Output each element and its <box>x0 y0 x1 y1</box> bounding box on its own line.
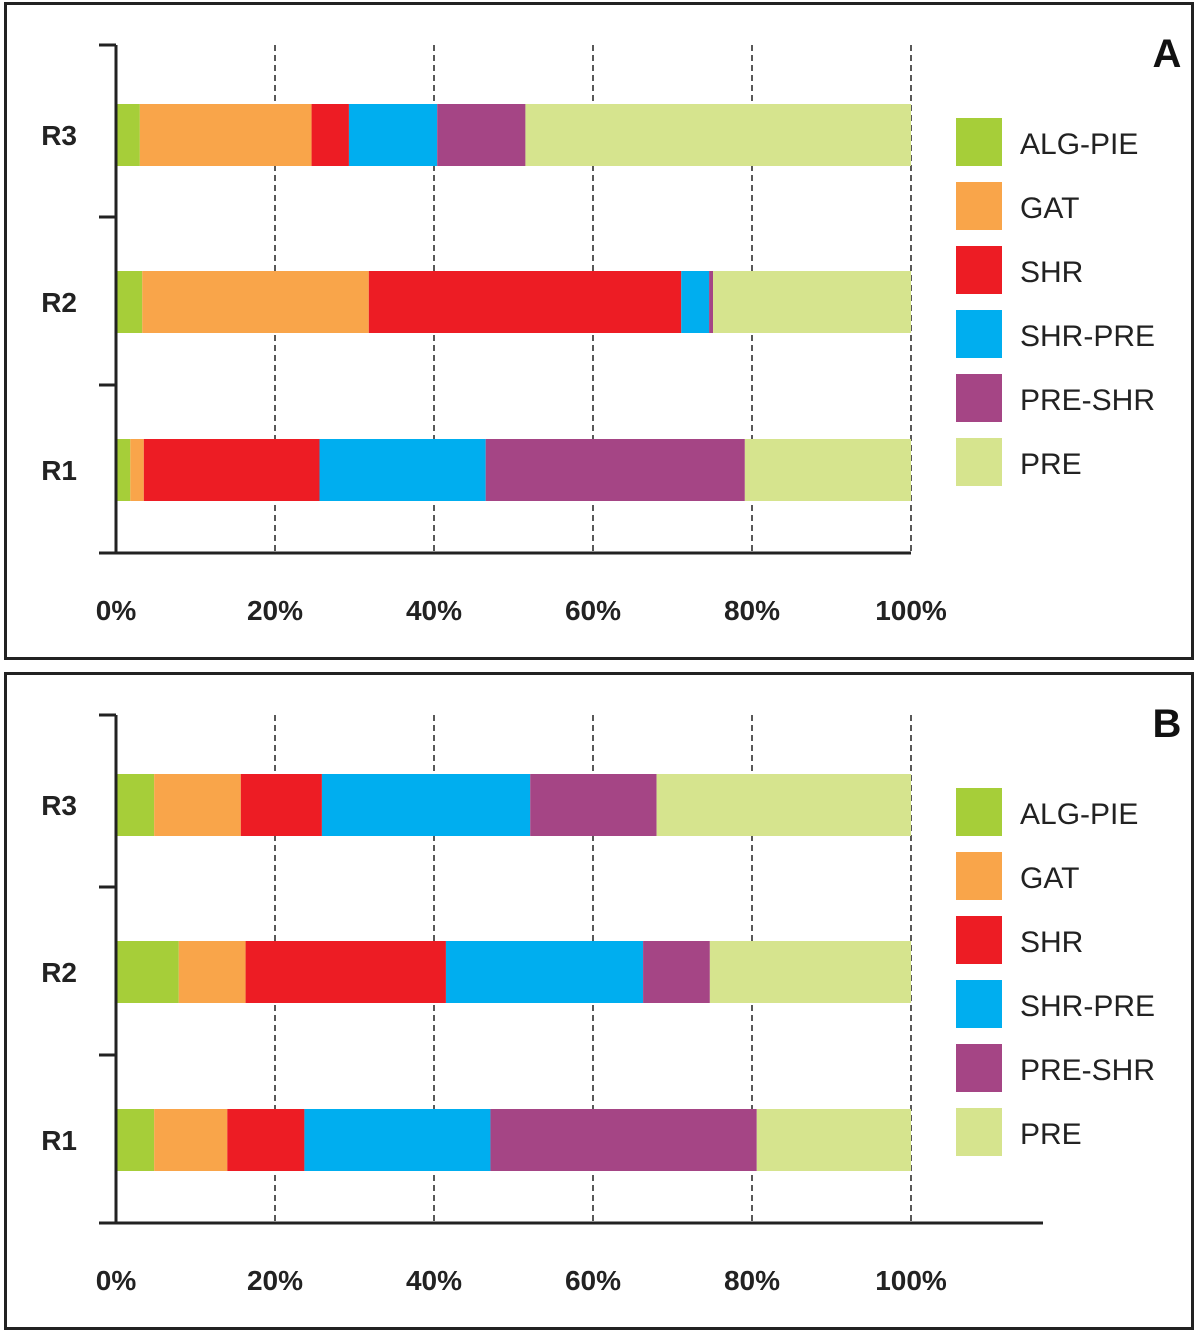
bar-b-r1-shr-pre <box>304 1109 491 1171</box>
legend-swatch-b-shr <box>956 916 1002 964</box>
bar-a-r1-gat <box>130 439 144 501</box>
legend-label-b-pre-shr: PRE-SHR <box>1020 1054 1155 1087</box>
bar-b-r2-pre <box>709 941 911 1003</box>
bar-b-r1-alg-pie <box>116 1109 155 1171</box>
x-tick-label-a-60: 60% <box>565 595 621 626</box>
x-tick-label-b-20: 20% <box>247 1265 303 1296</box>
legend-label-b-gat: GAT <box>1020 862 1079 895</box>
x-tick-label-a-40: 40% <box>406 595 462 626</box>
legend-label-a-shr: SHR <box>1020 256 1083 289</box>
legend-swatch-a-pre-shr <box>956 374 1002 422</box>
legend-swatch-b-shr-pre <box>956 980 1002 1028</box>
legend-label-a-gat: GAT <box>1020 192 1079 225</box>
bar-a-r1-alg-pie <box>116 439 131 501</box>
bar-b-r2-shr-pre <box>445 941 644 1003</box>
x-tick-label-b-60: 60% <box>565 1265 621 1296</box>
bar-b-r2-pre-shr <box>643 941 710 1003</box>
legend-label-a-pre: PRE <box>1020 448 1082 481</box>
legend-label-a-alg-pie: ALG-PIE <box>1020 128 1138 161</box>
chart-svg-a: R3 R2 R1 0% 20% 40% 60% 80% 100% ALG-PIE GAT SHR SHR… <box>41 32 1182 626</box>
chart-panel-a: R3 R2 R1 0% 20% 40% 60% 80% 100% ALG-PIE GAT SHR SHR… <box>4 2 1194 660</box>
legend-swatch-a-shr-pre <box>956 310 1002 358</box>
legend-label-b-alg-pie: ALG-PIE <box>1020 798 1138 831</box>
legend-swatch-b-pre <box>956 1108 1002 1156</box>
bar-a-r3-shr <box>311 104 349 166</box>
chart-svg-b: R3 R2 R1 0% 20% 40% 60% 80% 100% ALG-PIE GAT SHR SHR… <box>41 702 1182 1296</box>
panel-letter-b: B <box>1153 702 1182 746</box>
bar-b-r1-pre-shr <box>490 1109 757 1171</box>
bar-a-r1-shr <box>143 439 320 501</box>
x-tick-label-a-0: 0% <box>96 595 137 626</box>
bar-b-r3-shr-pre <box>321 774 531 836</box>
bar-a-r2-alg-pie <box>116 271 143 333</box>
legend-swatch-a-alg-pie <box>956 118 1002 166</box>
legend-swatch-a-gat <box>956 182 1002 230</box>
bar-a-r3-pre <box>525 104 911 166</box>
bar-a-r2-gat <box>142 271 369 333</box>
bar-b-r2-alg-pie <box>116 941 179 1003</box>
category-label-a-r2: R2 <box>41 287 77 318</box>
x-tick-label-b-80: 80% <box>724 1265 780 1296</box>
category-label-a-r1: R1 <box>41 455 77 486</box>
bar-b-r1-pre <box>756 1109 911 1171</box>
bar-a-r3-gat <box>139 104 312 166</box>
bar-a-r1-shr-pre <box>319 439 486 501</box>
chart-panel-b: R3 R2 R1 0% 20% 40% 60% 80% 100% ALG-PIE GAT SHR SHR… <box>4 672 1194 1330</box>
legend-label-b-shr-pre: SHR-PRE <box>1020 990 1155 1023</box>
x-tick-label-b-40: 40% <box>406 1265 462 1296</box>
panel-letter-a: A <box>1153 32 1182 76</box>
x-tick-label-a-80: 80% <box>724 595 780 626</box>
legend-swatch-a-shr <box>956 246 1002 294</box>
bar-a-r1-pre-shr <box>485 439 745 501</box>
legend-swatch-b-alg-pie <box>956 788 1002 836</box>
bar-a-r3-shr-pre <box>348 104 438 166</box>
legend-label-b-pre: PRE <box>1020 1118 1082 1151</box>
legend-swatch-b-pre-shr <box>956 1044 1002 1092</box>
legend-label-a-pre-shr: PRE-SHR <box>1020 384 1155 417</box>
category-label-b-r1: R1 <box>41 1125 77 1156</box>
category-label-b-r3: R3 <box>41 790 77 821</box>
x-tick-label-a-20: 20% <box>247 595 303 626</box>
bar-a-r1-pre <box>744 439 911 501</box>
category-label-b-r2: R2 <box>41 957 77 988</box>
legend-label-b-shr: SHR <box>1020 926 1083 959</box>
bar-a-r2-shr-pre <box>681 271 710 333</box>
bar-b-r1-gat <box>154 1109 228 1171</box>
bar-a-r2-pre <box>713 271 911 333</box>
bar-b-r3-pre <box>656 774 911 836</box>
x-tick-label-a-100: 100% <box>875 595 947 626</box>
x-tick-label-b-0: 0% <box>96 1265 137 1296</box>
bar-b-r3-gat <box>154 774 241 836</box>
category-label-a-r3: R3 <box>41 120 77 151</box>
bar-a-r2-pre-shr <box>709 271 714 333</box>
bar-b-r2-gat <box>178 941 246 1003</box>
bar-b-r3-shr <box>240 774 322 836</box>
bar-b-r2-shr <box>245 941 446 1003</box>
bar-a-r2-shr <box>368 271 682 333</box>
bar-a-r3-pre-shr <box>437 104 526 166</box>
bar-b-r1-shr <box>227 1109 305 1171</box>
bar-b-r3-pre-shr <box>530 774 657 836</box>
legend-swatch-b-gat <box>956 852 1002 900</box>
legend-label-a-shr-pre: SHR-PRE <box>1020 320 1155 353</box>
x-tick-label-b-100: 100% <box>875 1265 947 1296</box>
legend-swatch-a-pre <box>956 438 1002 486</box>
bar-b-r3-alg-pie <box>116 774 155 836</box>
bar-a-r3-alg-pie <box>116 104 140 166</box>
